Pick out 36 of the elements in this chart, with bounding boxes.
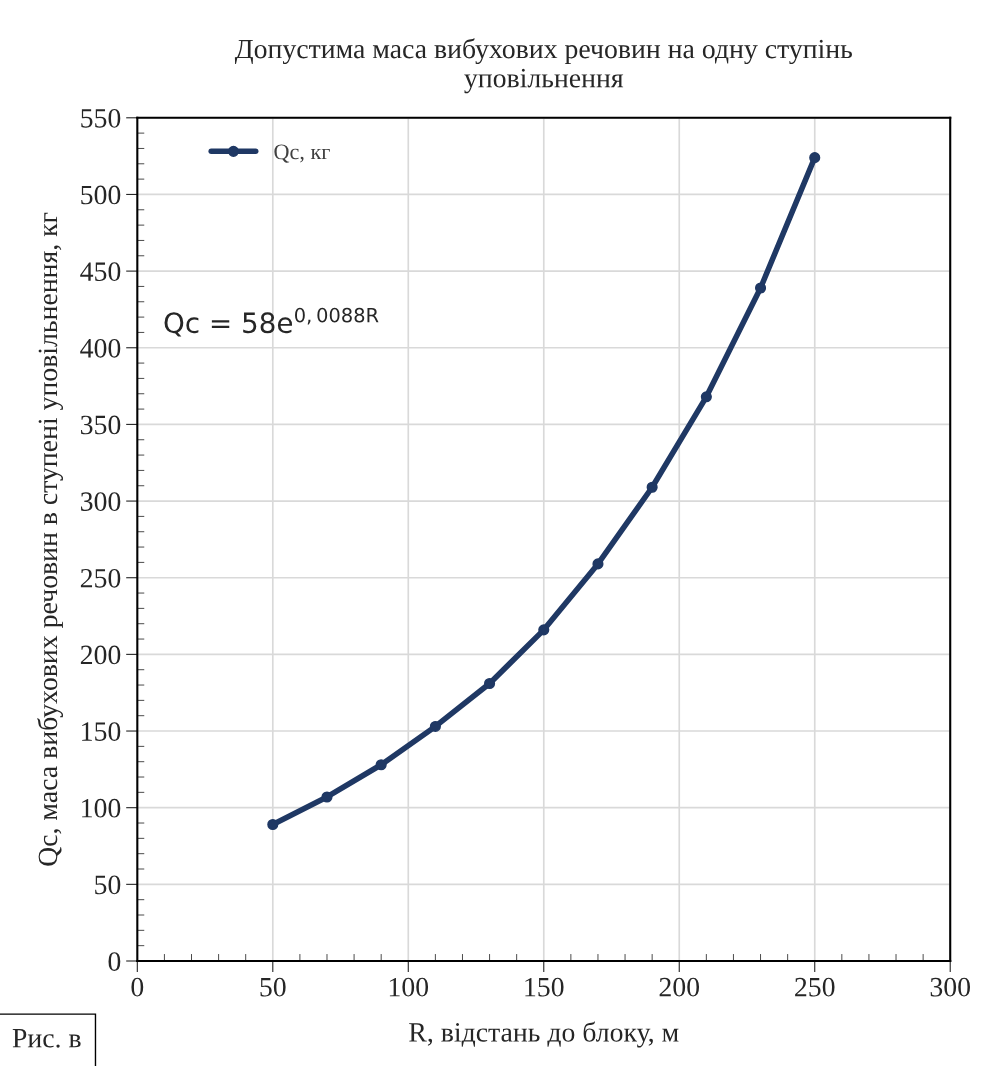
x-tick-label: 150 [525,977,564,997]
y-tick-label: 100 [82,798,121,818]
point [700,391,712,403]
x-tick-label: 300 [930,977,970,997]
x-tick-label: 250 [795,977,835,997]
point [429,720,441,732]
y-tick-label: 300 [81,492,121,511]
annotation: Qc = 58e$^{0,0088R}$ [164,307,379,337]
point [754,282,767,294]
x-tick-label: 200 [659,977,700,997]
x-axis-title: R, відстань до блоку, м [409,1021,679,1048]
x-tick-label: 100 [389,977,429,997]
y-axis-title: Qc, маса вибухових речовин в ступені уповільнення, кг [37,212,63,866]
point [375,759,387,771]
x-tick-label: 50 [260,977,286,997]
y-tick-label: 500 [81,185,121,205]
point [484,677,496,690]
point [592,558,604,570]
y-tick-label: 550 [81,108,121,128]
y-tick-label: 400 [80,338,121,358]
point [321,791,333,803]
point [646,481,658,493]
point [809,152,821,164]
point [267,818,279,831]
point [538,624,550,636]
chart-title: Допустима маса вибухових речовин на одну ступінь уповільнення [234,38,852,94]
y-tick-label: 0 [108,952,121,971]
y-tick-label: 250 [80,568,121,588]
y-tick-label: 200 [80,645,121,665]
text: Рис. в [12,1029,81,1048]
y-tick-label: 150 [82,722,121,741]
x-tick-label: 0 [131,977,144,997]
y-tick-label: 450 [80,262,121,282]
legend-label: Qc, кг [274,144,330,163]
y-tick-label: 50 [95,875,121,895]
y-tick-label: 350 [81,415,121,435]
